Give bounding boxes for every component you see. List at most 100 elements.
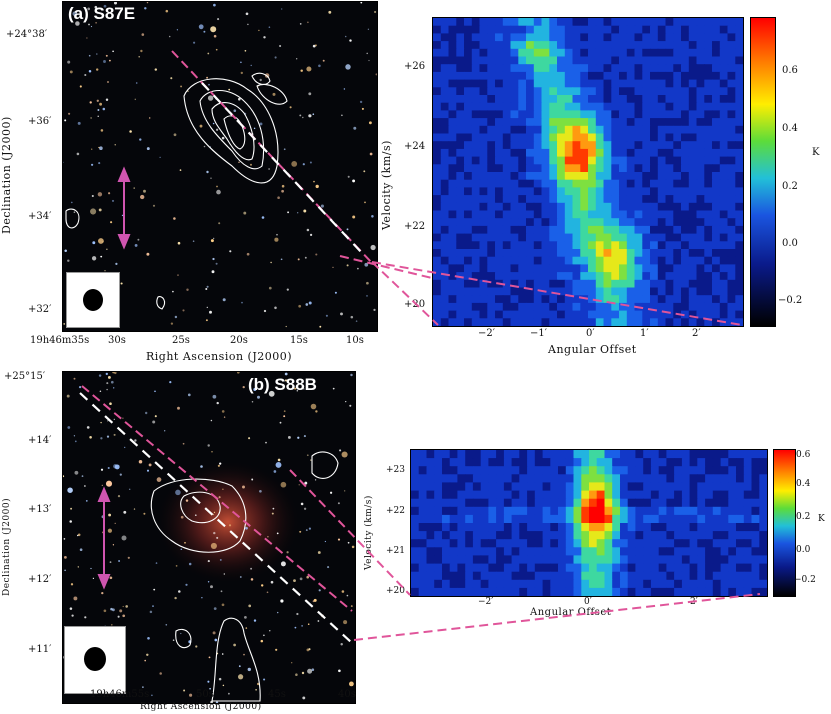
pv-pixel [457, 555, 466, 565]
pv-pixel [472, 450, 482, 459]
pv-pixel [440, 148, 450, 158]
pv-pixel [510, 264, 519, 273]
pv-pixel [488, 458, 497, 467]
pv-pixel [635, 458, 644, 467]
pv-pixel [518, 256, 527, 265]
pv-pixel [487, 102, 496, 111]
pv-pixel [495, 64, 504, 73]
pv-pixel [526, 156, 535, 165]
pv-pixel [751, 490, 760, 500]
pv-pixel [665, 172, 674, 181]
pv-pixel [619, 141, 628, 150]
panel-b-title: (b) S88B [248, 375, 317, 394]
pv-pixel [588, 102, 597, 111]
star [121, 535, 127, 541]
pv-pixel [480, 531, 489, 540]
pv-pixel [634, 218, 643, 227]
pv-pixel [688, 48, 698, 58]
pv-pixel [688, 195, 698, 204]
pv-pixel [657, 187, 667, 196]
pv-pixel [735, 179, 743, 188]
star [73, 211, 76, 213]
pv-pixel [665, 310, 674, 319]
star [221, 136, 225, 140]
star [274, 306, 277, 310]
pv-pixel [595, 256, 605, 265]
pv-pixel [596, 458, 605, 467]
star [332, 387, 335, 390]
pv-pixel [719, 87, 729, 96]
pv-pixel [440, 156, 450, 165]
star [215, 48, 218, 51]
pv-pixel [619, 187, 628, 196]
pv-pixel [526, 125, 535, 135]
pv-pixel [479, 241, 488, 250]
pv-pixel [735, 187, 743, 196]
pv-pixel [604, 555, 613, 565]
pv-pixel [488, 498, 497, 508]
pv-pixel [681, 539, 691, 548]
star [110, 380, 114, 384]
pv-pixel [440, 125, 450, 135]
pv-pixel [534, 458, 544, 467]
pv-pixel [759, 498, 767, 508]
pv-pixel [534, 555, 544, 565]
pv-pixel [510, 141, 519, 150]
pv-pixel [541, 202, 550, 212]
star [313, 598, 317, 602]
pv-pixel [440, 202, 450, 212]
pv-pixel [511, 563, 520, 573]
star [140, 194, 145, 200]
pv-pixel [572, 141, 581, 150]
pv-pixel [635, 506, 644, 516]
pv-pixel [696, 125, 705, 135]
pv-pixel [411, 482, 420, 492]
star [77, 566, 79, 568]
pv-pixel [533, 110, 543, 119]
pv-pixel [511, 579, 520, 589]
pv-pixel [635, 587, 644, 596]
pv-pixel [696, 179, 705, 188]
pv-pixel [565, 490, 575, 500]
pv-pixel [465, 482, 474, 492]
pv-pixel [595, 287, 605, 296]
pv-pixel [712, 287, 721, 296]
pv-pixel [688, 141, 698, 150]
panel-a-pv-xtick-4: 2′ [692, 328, 701, 339]
pv-pixel [751, 458, 760, 467]
pv-pixel [681, 87, 690, 96]
pv-pixel [696, 110, 705, 119]
pv-pixel [720, 563, 729, 573]
pv-pixel [634, 172, 643, 181]
pv-pixel [712, 555, 722, 565]
pv-pixel [488, 539, 497, 548]
pv-pixel [595, 264, 605, 273]
pv-pixel [519, 466, 528, 475]
pv-pixel [705, 539, 714, 548]
pv-pixel [712, 110, 721, 119]
pv-pixel [519, 474, 528, 483]
pv-pixel [549, 287, 558, 296]
pv-pixel [526, 318, 535, 326]
pv-pixel [751, 523, 760, 532]
pv-pixel [496, 587, 505, 596]
pv-pixel [564, 249, 574, 258]
star [280, 599, 284, 603]
pv-pixel [673, 210, 682, 219]
pv-pixel [564, 41, 574, 50]
pv-pixel [643, 490, 652, 500]
pv-pixel [418, 450, 427, 459]
pv-pixel [433, 249, 442, 258]
pv-pixel [456, 141, 465, 150]
pv-pixel [595, 41, 605, 50]
pv-pixel [541, 279, 550, 289]
pv-pixel [751, 506, 760, 516]
pv-pixel [581, 482, 590, 492]
pv-pixel [673, 118, 682, 127]
pv-pixel [712, 79, 721, 88]
pv-pixel [595, 64, 605, 73]
pv-pixel [472, 539, 482, 548]
pv-pixel [465, 539, 474, 548]
pv-pixel [541, 33, 550, 42]
pv-pixel [502, 118, 512, 127]
